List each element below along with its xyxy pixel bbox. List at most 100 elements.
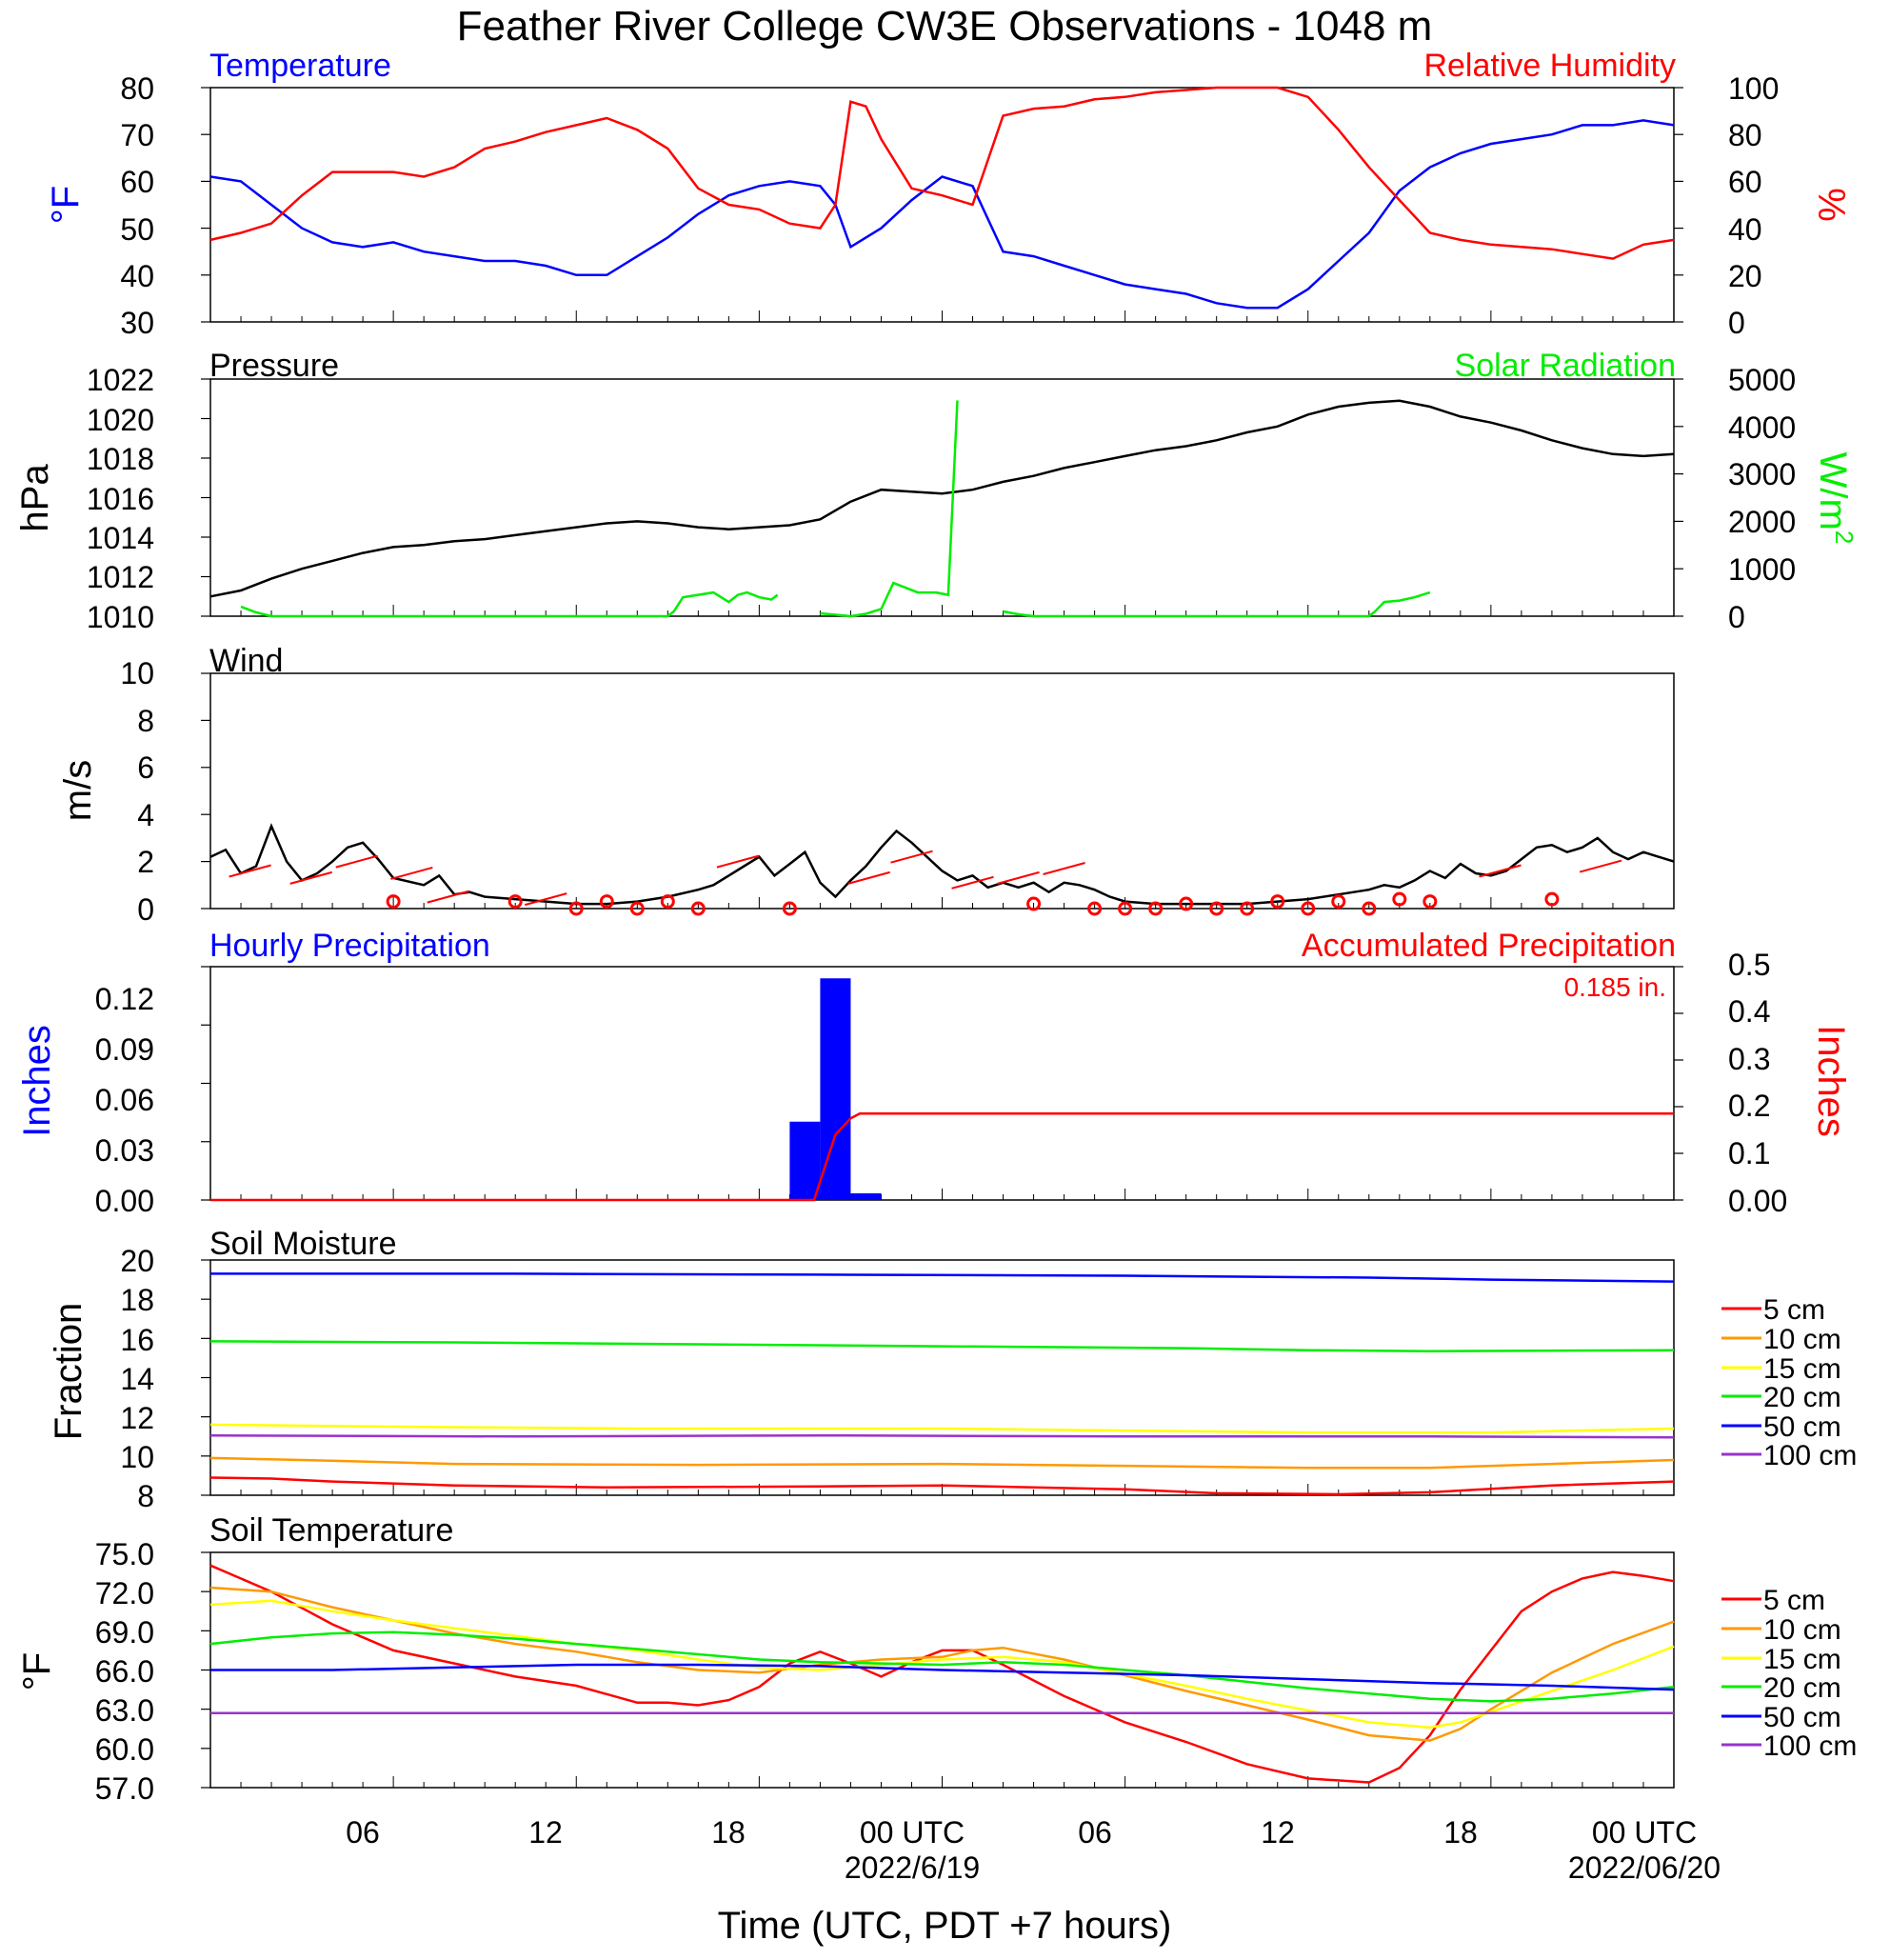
legend-label: 5 cm xyxy=(1763,1294,1825,1326)
calm-marker xyxy=(690,901,706,916)
wind-barb xyxy=(289,870,332,885)
calm-marker xyxy=(1026,896,1042,911)
x-tick-label: 12 xyxy=(1261,1815,1295,1850)
legend-label: 15 cm xyxy=(1763,1353,1841,1385)
series-line-solar-radiation xyxy=(240,590,779,618)
wind-barb xyxy=(716,854,760,869)
y-tick: 69.0 xyxy=(95,1615,154,1650)
y-axis-label: Fraction xyxy=(48,1303,90,1441)
y-tick: 0.03 xyxy=(95,1133,154,1168)
calm-marker xyxy=(782,901,797,916)
series-line-20-cm xyxy=(209,1340,1675,1352)
y-tick-right: 1000 xyxy=(1728,552,1796,587)
plot-frame xyxy=(209,672,1675,910)
plot-frame xyxy=(209,966,1675,1201)
series-line-wind-speed xyxy=(209,823,1675,906)
panel-title-pressure: Pressure xyxy=(209,348,339,384)
y-tick: 0.06 xyxy=(95,1083,154,1117)
panel-wind: Wind 10 8 6 4 2 0 m/s xyxy=(57,643,283,927)
y-tick-right: 0 xyxy=(1728,306,1745,340)
x-tick-label: 18 xyxy=(711,1815,746,1850)
y-axis-label: Inches xyxy=(16,1025,58,1137)
wind-y-ticks: 10 8 6 4 2 0 xyxy=(120,656,154,927)
y-tick: 40 xyxy=(120,259,154,293)
y-tick-right: 100 xyxy=(1728,71,1779,106)
y-tick: 60.0 xyxy=(95,1732,154,1767)
x-tick-label: 00 UTC xyxy=(1592,1815,1697,1850)
y-tick: 30 xyxy=(120,306,154,340)
panel-temperature-humidity: Temperature Relative Humidity 80 70 60 5… xyxy=(45,48,1852,340)
calm-marker xyxy=(386,894,401,910)
y-axis-label: hPa xyxy=(14,464,56,532)
y-tick: 60 xyxy=(120,165,154,199)
y-tick: 20 xyxy=(120,1244,154,1278)
legend-item-20cm: 20 cm xyxy=(1721,1382,1841,1413)
wind-barb xyxy=(1579,859,1622,873)
legend-item-50cm: 50 cm xyxy=(1721,1702,1841,1733)
temperature-y-ticks: 80 70 60 50 40 30 xyxy=(120,71,154,340)
y-tick: 1022 xyxy=(87,363,154,397)
soil-temp-y-ticks: 75.0 72.0 69.0 66.0 63.0 60.0 57.0 xyxy=(95,1537,154,1806)
legend-label: 50 cm xyxy=(1763,1411,1841,1443)
y-tick: 57.0 xyxy=(95,1771,154,1806)
y-tick: 8 xyxy=(137,1479,154,1513)
y-tick-right: 0.4 xyxy=(1728,994,1770,1029)
svg-text:W/m2: W/m2 xyxy=(1812,452,1859,545)
legend-item-10cm: 10 cm xyxy=(1721,1324,1841,1355)
y-tick-right: 0.1 xyxy=(1728,1136,1770,1170)
legend-item-50cm: 50 cm xyxy=(1721,1411,1841,1443)
soil-moisture-legend: 5 cm 10 cm 15 cm 20 cm 50 cm 100 cm xyxy=(1721,1294,1857,1471)
legend-item-20cm: 20 cm xyxy=(1721,1672,1841,1704)
calm-marker xyxy=(660,894,675,910)
y-tick: 10 xyxy=(120,656,154,690)
y-tick-right: 0.5 xyxy=(1728,948,1770,982)
x-tick-label: 12 xyxy=(528,1815,563,1850)
calm-marker xyxy=(1301,901,1316,916)
y-tick: 80 xyxy=(120,71,154,106)
y-tick-right: 40 xyxy=(1728,212,1762,247)
y-tick-right: 2000 xyxy=(1728,505,1796,539)
calm-marker xyxy=(1179,896,1194,911)
y-tick: 4 xyxy=(137,798,154,832)
y-tick-right: 20 xyxy=(1728,259,1762,293)
y-tick: 63.0 xyxy=(95,1693,154,1728)
wind-barb xyxy=(229,864,271,878)
y-tick: 10 xyxy=(120,1440,154,1474)
legend-item-100cm: 100 cm xyxy=(1721,1440,1857,1471)
wind-barb xyxy=(890,850,933,864)
y-tick: 0.09 xyxy=(95,1032,154,1067)
calm-marker xyxy=(507,894,523,910)
series-line-pressure xyxy=(209,399,1675,598)
y-tick: 66.0 xyxy=(95,1654,154,1689)
panel-title-solar: Solar Radiation xyxy=(1455,348,1676,384)
humidity-y-ticks: 100 80 60 40 20 0 xyxy=(1728,71,1779,340)
calm-marker xyxy=(568,901,584,916)
series-line-100-cm xyxy=(209,1433,1675,1439)
y-tick: 72.0 xyxy=(95,1576,154,1610)
y-tick: 1020 xyxy=(87,403,154,437)
y-tick-right: 0.2 xyxy=(1728,1089,1770,1123)
panel-title-hourly-precip: Hourly Precipitation xyxy=(209,928,490,964)
plot-frame xyxy=(209,87,1675,323)
series-line-10-cm xyxy=(209,1456,1675,1470)
calm-marker xyxy=(1240,901,1255,916)
series-line-5-cm xyxy=(209,1476,1675,1496)
series-line-50-cm xyxy=(210,1663,1675,1691)
y-tick-right: 80 xyxy=(1728,118,1762,152)
wind-barb xyxy=(997,870,1040,885)
x-tick-label: 00 UTC xyxy=(860,1815,965,1850)
wind-barb xyxy=(524,892,567,907)
chart-title: Feather River College CW3E Observations … xyxy=(457,3,1433,50)
panel-title-soil-moisture: Soil Moisture xyxy=(209,1226,397,1262)
x-tick-label: 18 xyxy=(1443,1815,1478,1850)
wind-barb xyxy=(427,890,470,904)
wind-barb xyxy=(1043,862,1085,875)
legend-label: 15 cm xyxy=(1763,1644,1841,1675)
legend-label: 10 cm xyxy=(1763,1324,1841,1355)
accum-precip-y-ticks: 0.5 0.4 0.3 0.2 0.1 0.00 xyxy=(1728,948,1787,1218)
series-line-15-cm xyxy=(209,1423,1675,1434)
y-tick-right: 60 xyxy=(1728,165,1762,199)
y-axis-label: °F xyxy=(45,186,87,224)
panel-title-humidity: Relative Humidity xyxy=(1423,48,1676,84)
